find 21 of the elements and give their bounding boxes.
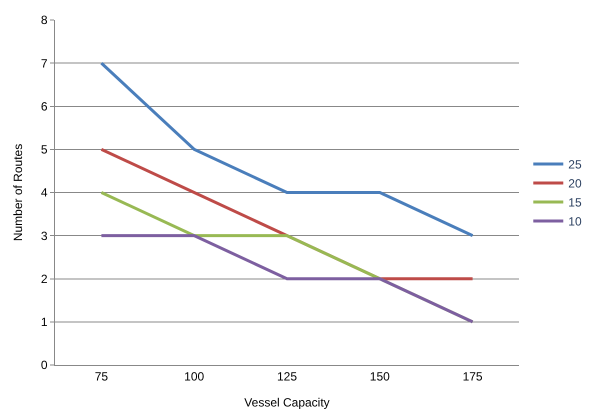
legend-label: 20 <box>568 176 582 191</box>
y-tick-label: 5 <box>40 142 48 157</box>
y-tick-label: 0 <box>40 358 48 372</box>
legend-label: 15 <box>568 196 582 210</box>
legend-label: 25 <box>568 158 582 172</box>
y-tick-label: 1 <box>40 315 48 330</box>
x-tick-label: 150 <box>370 369 390 384</box>
y-tick-label: 8 <box>40 13 48 28</box>
legend-label: 10 <box>568 214 582 229</box>
y-tick-label: 7 <box>40 56 48 70</box>
y-tick-label: 6 <box>40 99 48 114</box>
y-tick-label: 4 <box>40 186 48 200</box>
x-axis-title: Vessel Capacity <box>244 395 330 410</box>
y-tick-label: 3 <box>40 228 48 243</box>
x-tick-label: 125 <box>276 369 298 384</box>
x-tick-label: 175 <box>462 369 483 384</box>
line-series <box>100 62 474 238</box>
y-axis-title: Number of Routes <box>11 144 26 242</box>
x-tick-label: 75 <box>94 369 108 384</box>
y-tick-label: 2 <box>40 272 48 286</box>
x-tick-label: 100 <box>184 369 205 384</box>
